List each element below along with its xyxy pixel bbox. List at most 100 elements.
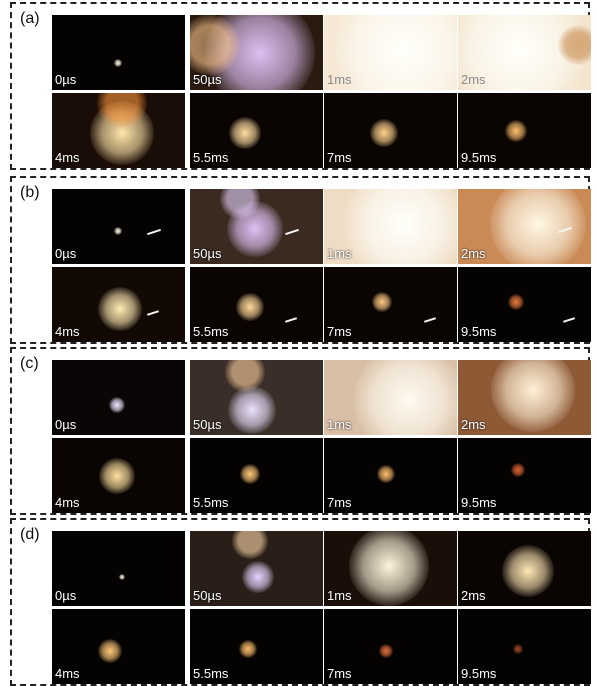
flash-glow [239,640,257,658]
fragment-streak [423,317,437,323]
flash-glow [344,189,457,264]
time-label: 9.5ms [461,150,497,165]
flash-glow [508,294,524,310]
flash-glow [119,574,125,580]
time-label: 1ms [327,72,352,87]
flash-glow [505,120,527,142]
video-frame: 1ms [324,360,457,435]
video-frame: 50µs [190,15,323,90]
video-frame: 7ms [324,438,457,513]
video-frame: 9.5ms [458,609,591,684]
flash-glow [240,464,260,484]
video-frame: 0µs [52,189,185,264]
panel: (c) 0µs 50µs 1ms 2ms 4ms 5.5ms 7ms 9.5ms [10,347,591,515]
fragment-streak [147,228,161,236]
time-label: 9.5ms [461,495,497,510]
time-label: 7ms [327,495,352,510]
flash-glow [370,119,398,147]
time-label: 2ms [461,72,486,87]
flash-glow [225,360,265,392]
video-frame: 7ms [324,609,457,684]
flash-glow [232,531,268,559]
panel-label: (a) [20,10,40,27]
flash-glow [511,463,525,477]
time-label: 5.5ms [193,495,229,510]
flash-glow [228,386,276,434]
time-label: 5.5ms [193,324,229,339]
time-label: 2ms [461,588,486,603]
video-frame: 0µs [52,15,185,90]
flash-glow [558,25,591,65]
panel-label: (d) [20,526,40,543]
panel: (b) 0µs 50µs 1ms 2ms 4ms 5.5ms 7ms 9.5ms [10,176,591,344]
flash-glow [502,545,554,597]
time-label: 1ms [327,417,352,432]
time-label: 0µs [55,72,77,87]
time-label: 0µs [55,417,77,432]
flash-glow [491,360,575,432]
flash-glow [377,465,395,483]
video-frame: 5.5ms [190,267,323,342]
video-frame: 4ms [52,609,185,684]
video-frame: 1ms [324,15,457,90]
flash-glow [354,360,457,435]
time-label: 4ms [55,666,80,681]
flash-glow [334,15,457,90]
video-frame: 9.5ms [458,438,591,513]
video-frame: 2ms [458,360,591,435]
time-label: 50µs [193,72,222,87]
fragment-streak [562,317,576,323]
time-label: 0µs [55,588,77,603]
time-label: 4ms [55,495,80,510]
video-frame: 2ms [458,189,591,264]
time-label: 4ms [55,150,80,165]
time-label: 1ms [327,588,352,603]
video-frame: 50µs [190,360,323,435]
video-frame: 0µs [52,531,185,606]
video-frame: 4ms [52,93,185,168]
flash-glow [490,189,586,264]
time-label: 4ms [55,324,80,339]
flash-glow [190,15,240,75]
fragment-streak [146,310,160,316]
panel: (a) 0µs 50µs 1ms 2ms 4ms 5.5ms 7ms 9.5ms [10,2,591,170]
flash-glow [242,561,274,593]
video-frame: 5.5ms [190,93,323,168]
flash-glow [379,644,393,658]
flash-glow [99,458,135,494]
video-frame: 50µs [190,531,323,606]
flash-glow [236,293,264,321]
panel: (d) 0µs 50µs 1ms 2ms 4ms 5.5ms 7ms 9.5ms [10,518,591,686]
time-label: 1ms [327,246,352,261]
video-frame: 1ms [324,189,457,264]
time-label: 9.5ms [461,324,497,339]
flash-glow [372,292,392,312]
fragment-streak [285,228,299,236]
video-frame: 7ms [324,93,457,168]
flash-glow [349,531,429,606]
time-label: 0µs [55,246,77,261]
video-frame: 0µs [52,360,185,435]
panel-label: (b) [20,184,40,201]
panel-label: (c) [20,355,39,372]
flash-glow [513,644,523,654]
time-label: 50µs [193,417,222,432]
flash-glow [109,397,125,413]
video-frame: 9.5ms [458,267,591,342]
flash-glow [229,117,261,149]
video-frame: 1ms [324,531,457,606]
time-label: 5.5ms [193,666,229,681]
video-frame: 50µs [190,189,323,264]
video-frame: 4ms [52,438,185,513]
time-label: 50µs [193,246,222,261]
time-label: 9.5ms [461,666,497,681]
fragment-streak [284,317,298,323]
video-frame: 9.5ms [458,93,591,168]
time-label: 7ms [327,666,352,681]
time-label: 7ms [327,150,352,165]
flash-glow [114,59,122,67]
time-label: 5.5ms [193,150,229,165]
time-label: 7ms [327,324,352,339]
time-label: 2ms [461,417,486,432]
video-frame: 2ms [458,531,591,606]
